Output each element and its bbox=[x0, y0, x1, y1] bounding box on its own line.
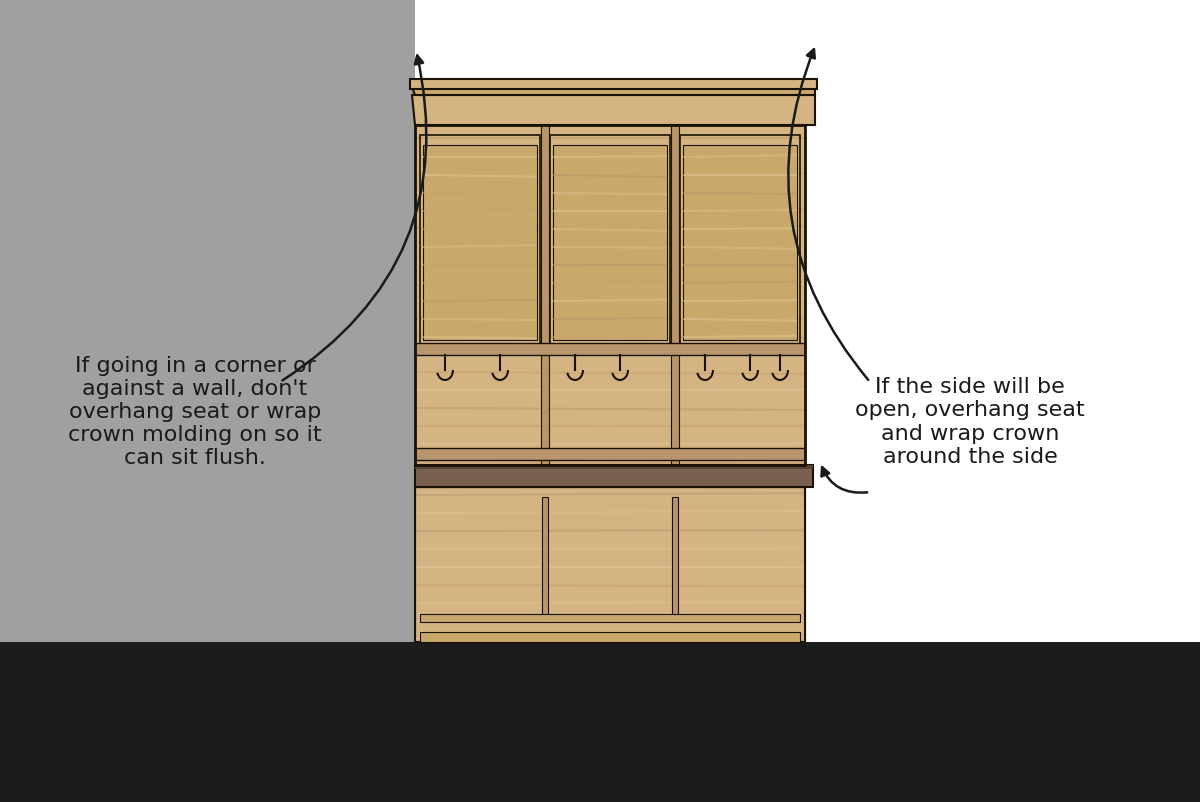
FancyArrowPatch shape bbox=[788, 49, 869, 380]
Polygon shape bbox=[410, 79, 817, 89]
Polygon shape bbox=[671, 125, 679, 465]
Polygon shape bbox=[415, 343, 805, 355]
Polygon shape bbox=[0, 0, 415, 802]
Polygon shape bbox=[415, 465, 814, 469]
Polygon shape bbox=[683, 145, 797, 340]
Polygon shape bbox=[415, 448, 805, 460]
FancyArrowPatch shape bbox=[822, 468, 868, 492]
Polygon shape bbox=[415, 125, 805, 465]
Polygon shape bbox=[412, 95, 815, 125]
Polygon shape bbox=[424, 145, 538, 340]
Polygon shape bbox=[415, 487, 805, 642]
Polygon shape bbox=[672, 497, 678, 622]
Polygon shape bbox=[542, 497, 548, 622]
FancyArrowPatch shape bbox=[282, 55, 426, 380]
Polygon shape bbox=[541, 125, 550, 465]
Text: If going in a corner or
against a wall, don't
overhang seat or wrap
crown moldin: If going in a corner or against a wall, … bbox=[68, 355, 322, 468]
Text: If the side will be
open, overhang seat
and wrap crown
around the side: If the side will be open, overhang seat … bbox=[856, 377, 1085, 467]
Polygon shape bbox=[412, 87, 815, 95]
Polygon shape bbox=[553, 145, 667, 340]
Polygon shape bbox=[415, 0, 1200, 802]
Polygon shape bbox=[0, 642, 1200, 802]
Polygon shape bbox=[420, 632, 800, 642]
Polygon shape bbox=[415, 465, 814, 487]
Polygon shape bbox=[420, 614, 800, 622]
